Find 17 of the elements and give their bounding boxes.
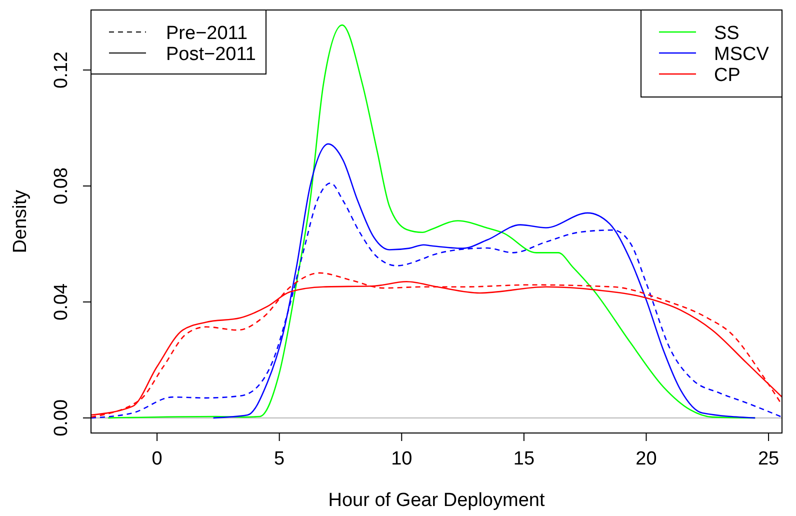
y-tick-label: 0.00 bbox=[51, 399, 72, 436]
y-tick-label: 0.04 bbox=[51, 283, 72, 320]
x-tick-label: 25 bbox=[758, 448, 780, 470]
x-axis-title: Hour of Gear Deployment bbox=[328, 490, 546, 511]
legend-label: CP bbox=[714, 65, 740, 86]
x-tick-label: 20 bbox=[636, 448, 657, 470]
x-tick-label: 5 bbox=[274, 448, 285, 470]
y-tick-label: 0.12 bbox=[51, 52, 72, 89]
x-tick-label: 0 bbox=[152, 448, 162, 470]
legend-label: MSCV bbox=[714, 44, 770, 65]
x-tick-label: 10 bbox=[391, 448, 412, 470]
y-axis-title: Density bbox=[10, 189, 31, 254]
annotation: Post−2011 bbox=[166, 44, 256, 65]
legend-label: SS bbox=[714, 23, 740, 44]
y-tick-label: 0.08 bbox=[51, 167, 72, 204]
x-tick-label: 15 bbox=[513, 448, 535, 470]
annotation: Pre−2011 bbox=[166, 23, 248, 44]
